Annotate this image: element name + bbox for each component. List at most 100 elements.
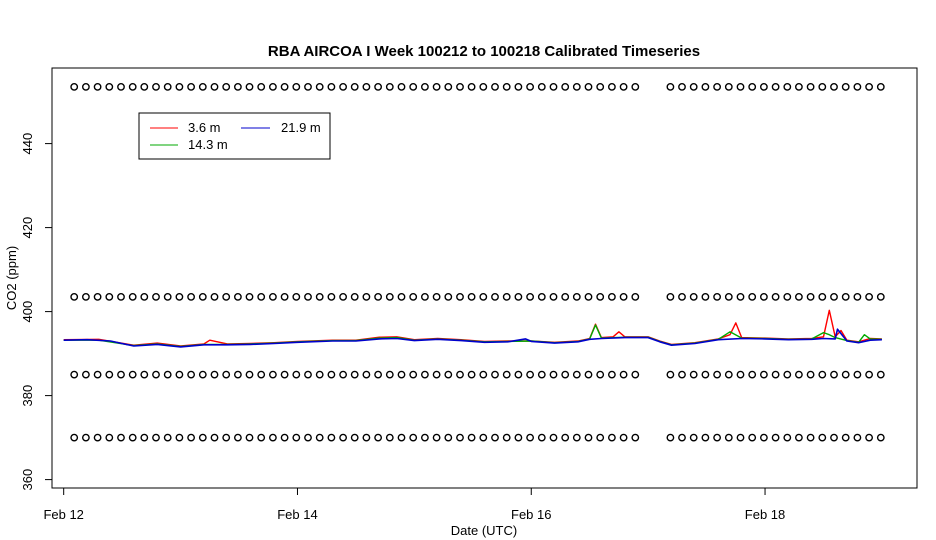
- calibration-marker: [374, 370, 382, 379]
- calibration-marker: [479, 83, 488, 91]
- calibration-marker: [666, 370, 675, 379]
- calibration-marker: [584, 292, 593, 301]
- calibration-marker: [783, 83, 792, 91]
- calibration-marker: [175, 83, 184, 91]
- calibration-marker: [830, 83, 838, 91]
- calibration-marker: [315, 370, 324, 379]
- calibration-marker: [222, 292, 231, 301]
- calibration-marker: [876, 83, 885, 91]
- calibration-marker: [596, 370, 605, 379]
- calibration-marker: [140, 292, 149, 301]
- calibration-marker: [572, 292, 581, 301]
- calibration-marker: [292, 83, 301, 91]
- calibration-marker: [526, 292, 534, 301]
- calibration-marker: [561, 370, 570, 379]
- calibration-marker: [678, 292, 686, 301]
- calibration-marker: [724, 83, 733, 91]
- calibration-marker: [689, 370, 698, 379]
- calibration-marker: [619, 292, 628, 301]
- y-axis-label: CO2 (ppm): [4, 246, 19, 310]
- calibration-marker: [549, 433, 558, 442]
- calibration-marker: [432, 83, 441, 91]
- calibration-marker: [608, 83, 616, 91]
- y-tick-label: 440: [20, 133, 35, 155]
- calibration-marker: [479, 433, 488, 442]
- calibration-marker: [514, 292, 523, 301]
- calibration-marker: [526, 433, 534, 442]
- calibration-marker: [736, 83, 745, 91]
- calibration-marker: [339, 292, 347, 301]
- calibration-marker: [479, 370, 488, 379]
- calibration-marker: [806, 370, 815, 379]
- calibration-marker: [350, 370, 359, 379]
- calibration-marker: [315, 292, 324, 301]
- calibration-marker: [93, 370, 102, 379]
- calibration-marker: [210, 370, 219, 379]
- calibration-marker: [268, 433, 277, 442]
- calibration-marker: [420, 370, 429, 379]
- calibration-marker: [876, 370, 885, 379]
- calibration-marker: [327, 292, 336, 301]
- calibration-marker: [736, 370, 745, 379]
- calibration-marker: [572, 433, 581, 442]
- calibration-marker: [701, 370, 710, 379]
- calibration-marker: [257, 433, 266, 442]
- x-tick-label: Feb 12: [43, 507, 83, 522]
- calibration-marker: [315, 83, 324, 91]
- calibration-marker: [385, 370, 394, 379]
- calibration-marker: [608, 292, 616, 301]
- calibration-marker: [841, 433, 850, 442]
- calibration-marker: [853, 370, 862, 379]
- calibration-marker: [420, 292, 429, 301]
- calibration-marker: [514, 370, 523, 379]
- calibration-marker: [257, 292, 266, 301]
- calibration-marker: [187, 433, 196, 442]
- calibration-marker: [187, 292, 196, 301]
- calibration-marker: [724, 292, 733, 301]
- calibration-marker: [795, 292, 803, 301]
- calibration-marker: [701, 433, 710, 442]
- calibration-marker: [397, 292, 406, 301]
- x-axis: Feb 12 Feb 14 Feb 16 Feb 18: [43, 487, 785, 522]
- calibration-marker: [82, 370, 90, 379]
- calibration-marker: [713, 370, 721, 379]
- calibration-marker: [619, 83, 628, 91]
- calibration-marker: [117, 83, 125, 91]
- calibration-marker: [70, 433, 79, 442]
- calibration-marker: [853, 292, 862, 301]
- calibration-marker: [678, 370, 686, 379]
- calibration-marker: [105, 83, 114, 91]
- calibration-marker: [222, 370, 231, 379]
- calibration-marker: [572, 370, 581, 379]
- calibration-marker: [760, 83, 768, 91]
- calibration-marker: [584, 370, 593, 379]
- calibration-marker: [806, 292, 815, 301]
- calibration-marker: [467, 433, 476, 442]
- calibration-marker: [409, 292, 418, 301]
- calibration-marker: [163, 433, 172, 442]
- calibration-marker: [549, 370, 558, 379]
- calibration-marker: [397, 83, 406, 91]
- series-lines: [63, 309, 882, 348]
- calibration-marker: [713, 83, 721, 91]
- calibration-marker: [210, 433, 219, 442]
- calibration-marker: [198, 433, 207, 442]
- calibration-marker: [304, 83, 312, 91]
- calibration-marker: [304, 370, 312, 379]
- calibration-marker: [292, 370, 301, 379]
- calibration-marker: [222, 433, 231, 442]
- calibration-marker: [760, 292, 768, 301]
- calibration-marker: [140, 370, 149, 379]
- calibration-marker: [865, 433, 873, 442]
- calibration-marker: [233, 370, 242, 379]
- calibration-marker: [362, 370, 371, 379]
- calibration-marker: [420, 433, 429, 442]
- calibration-marker: [491, 433, 499, 442]
- calibration-marker: [818, 292, 827, 301]
- legend: 3.6 m 14.3 m 21.9 m: [138, 112, 331, 160]
- calibration-marker: [830, 370, 838, 379]
- calibration-marker: [292, 433, 301, 442]
- calibration-marker: [596, 292, 605, 301]
- calibration-marker: [233, 83, 242, 91]
